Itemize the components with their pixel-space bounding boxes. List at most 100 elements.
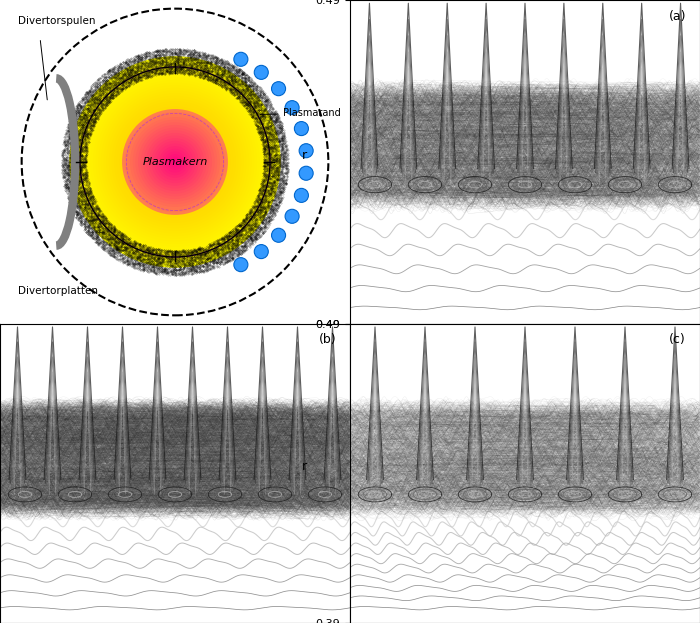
Point: [102, 247, 113, 257]
Point: [258, 182, 269, 192]
Point: [71, 171, 83, 181]
Point: [248, 227, 259, 237]
Point: [260, 151, 272, 161]
Point: [242, 82, 253, 92]
Point: [125, 64, 136, 74]
Point: [258, 113, 269, 123]
Point: [259, 127, 270, 137]
Point: [244, 97, 256, 107]
Point: [269, 140, 280, 150]
Point: [162, 247, 174, 257]
Point: [85, 230, 96, 240]
Point: [192, 67, 203, 77]
Point: [148, 55, 159, 65]
Point: [239, 229, 251, 239]
Point: [261, 128, 272, 138]
Point: [246, 202, 258, 212]
Point: [143, 244, 154, 254]
Point: [87, 87, 98, 97]
Point: [99, 213, 111, 223]
Point: [112, 89, 123, 99]
Point: [96, 102, 107, 112]
Point: [133, 70, 144, 80]
Point: [129, 249, 140, 259]
Point: [150, 66, 162, 76]
Point: [266, 181, 277, 191]
Point: [73, 184, 84, 194]
Point: [104, 83, 115, 93]
Point: [258, 142, 270, 152]
Point: [97, 99, 108, 109]
Point: [84, 193, 95, 203]
Point: [204, 260, 215, 270]
Point: [259, 222, 270, 232]
Point: [70, 209, 81, 219]
Point: [84, 85, 95, 95]
Point: [264, 149, 275, 159]
Point: [108, 242, 119, 252]
Point: [75, 155, 86, 164]
Point: [209, 259, 220, 269]
Point: [226, 243, 237, 253]
Point: [115, 245, 126, 255]
Point: [237, 95, 248, 105]
Point: [81, 169, 92, 179]
Point: [121, 60, 132, 70]
Point: [278, 143, 289, 153]
Point: [153, 56, 164, 66]
Point: [274, 161, 285, 171]
Point: [250, 89, 261, 99]
Point: [62, 174, 73, 184]
Point: [57, 161, 68, 171]
Point: [267, 196, 278, 206]
Point: [215, 254, 226, 264]
Point: [98, 92, 109, 102]
Point: [171, 258, 182, 268]
Point: [241, 86, 253, 96]
Point: [184, 255, 195, 265]
Point: [180, 61, 191, 71]
Point: [206, 66, 217, 76]
Point: [78, 107, 89, 117]
Point: [67, 165, 78, 175]
Point: [276, 123, 288, 133]
Point: [154, 255, 165, 265]
Point: [174, 65, 186, 75]
Point: [109, 242, 120, 252]
Point: [151, 65, 162, 75]
Point: [172, 54, 183, 64]
Point: [195, 57, 206, 67]
Point: [140, 63, 151, 73]
Point: [79, 214, 90, 224]
Point: [260, 190, 272, 200]
Point: [169, 64, 181, 74]
Point: [88, 107, 99, 117]
Point: [141, 69, 153, 79]
Point: [100, 231, 111, 241]
Point: [146, 255, 158, 265]
Point: [274, 183, 286, 193]
Point: [271, 112, 282, 121]
Point: [227, 64, 238, 74]
Point: [262, 120, 273, 130]
Point: [248, 102, 259, 112]
Point: [80, 219, 92, 229]
Point: [266, 207, 277, 217]
Point: [66, 150, 77, 159]
Point: [262, 152, 274, 162]
Point: [92, 105, 103, 115]
Point: [67, 167, 78, 177]
Point: [186, 265, 197, 275]
Point: [83, 189, 94, 199]
Point: [262, 202, 274, 212]
Point: [237, 222, 248, 232]
Point: [272, 206, 283, 216]
Point: [95, 97, 106, 107]
Point: [267, 168, 278, 178]
Point: [243, 84, 254, 94]
Point: [154, 246, 165, 256]
Point: [77, 182, 88, 192]
Point: [94, 216, 105, 226]
Point: [255, 90, 266, 100]
Point: [107, 93, 118, 103]
